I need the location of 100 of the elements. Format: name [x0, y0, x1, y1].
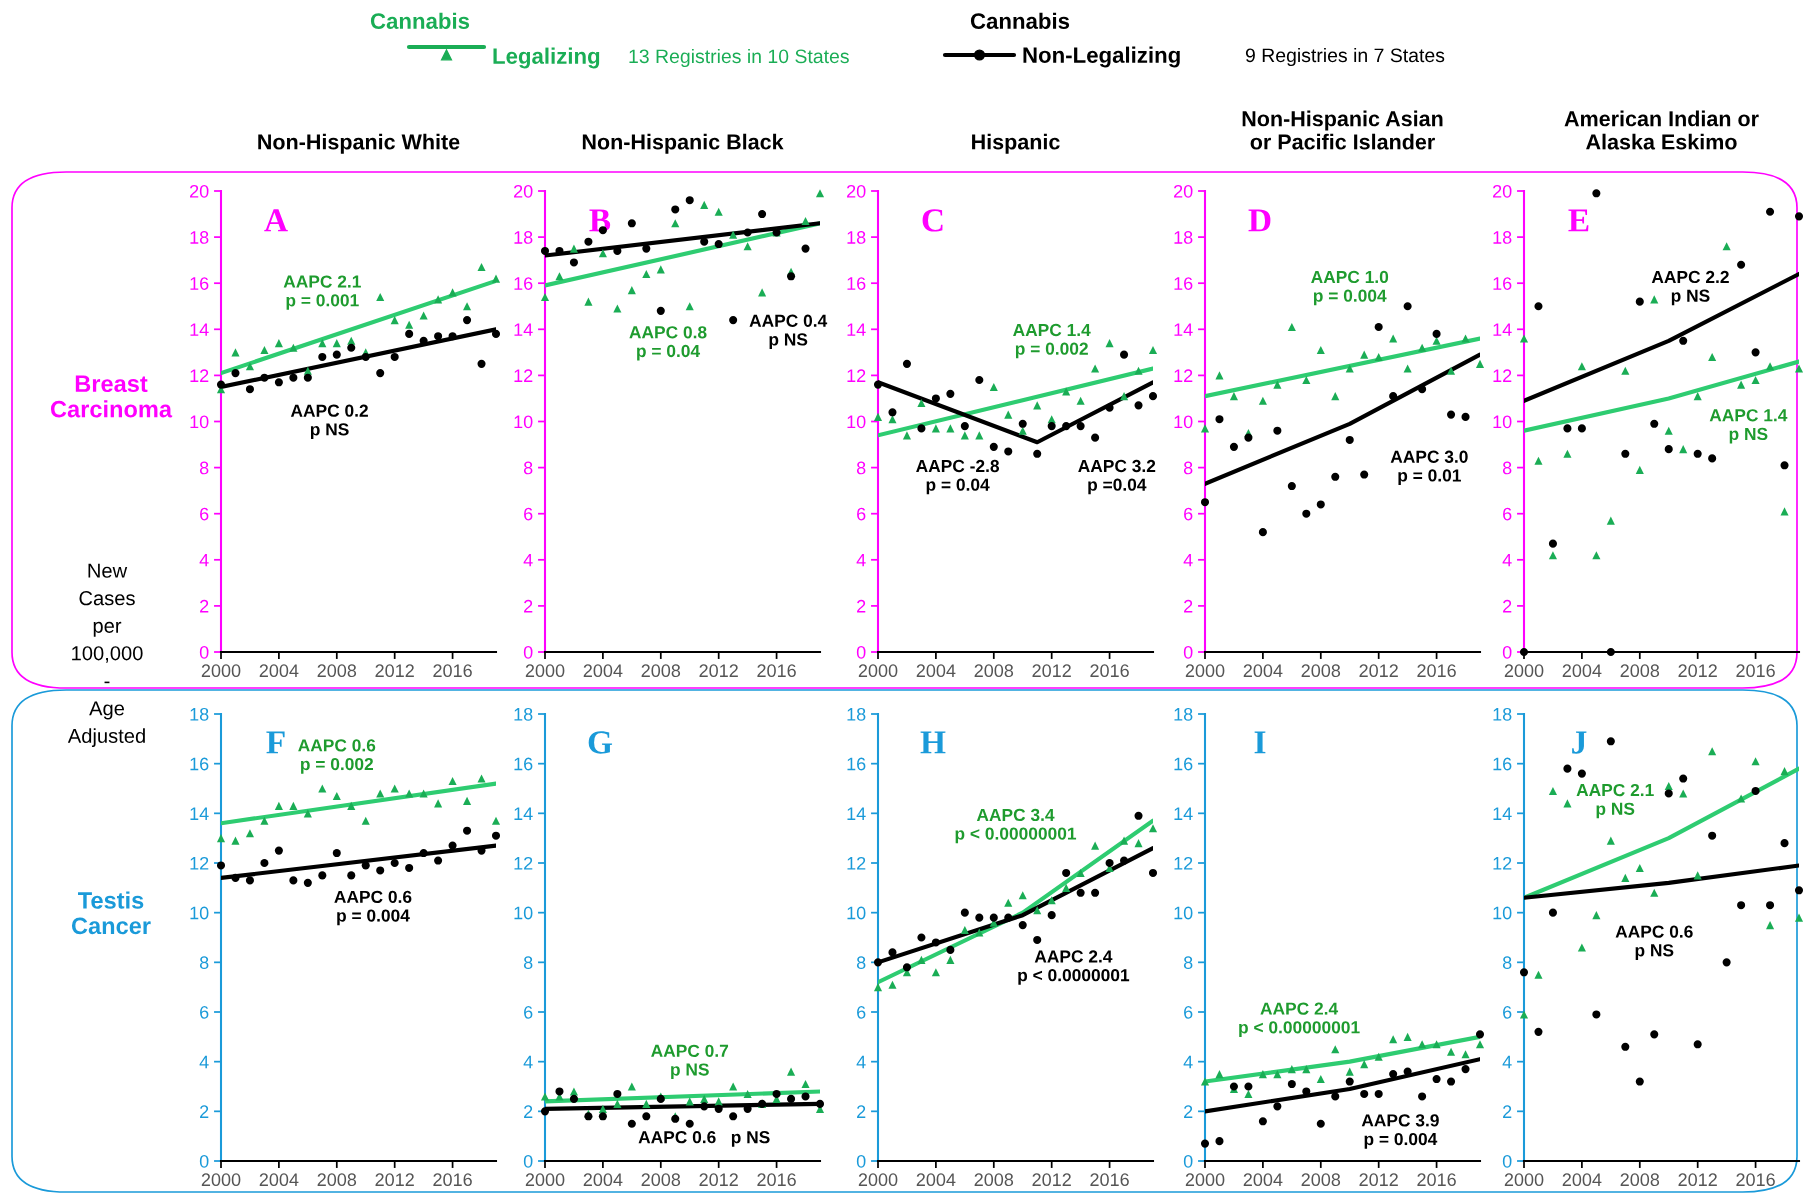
x-tick-label: 2000	[858, 1173, 898, 1187]
y-tick-label: 12	[514, 369, 533, 382]
x-tick-label: 2004	[1562, 1173, 1602, 1187]
y-tick-label: 14	[847, 807, 866, 820]
annotation: AAPC 2.1 p NS	[1576, 783, 1654, 819]
y-tick-label: 8	[1183, 461, 1193, 475]
y-tick-label: 16	[1493, 277, 1512, 290]
y-tick-label: 4	[856, 553, 866, 567]
x-tick-label: 2004	[916, 1173, 956, 1187]
y-tick-label: 0	[523, 645, 533, 659]
x-tick-label: 2004	[1562, 664, 1602, 678]
x-tick-label: 2012	[1359, 664, 1398, 678]
y-tick-label: 14	[190, 323, 209, 336]
chart-subtitle: H	[920, 731, 946, 754]
y-tick-label: 4	[1502, 553, 1512, 567]
x-tick-label: 2016	[433, 1173, 472, 1187]
annotation: AAPC 0.6 p = 0.002	[298, 739, 376, 774]
x-tick-label: 2016	[1417, 664, 1456, 678]
x-tick-label: 2008	[974, 1173, 1014, 1187]
y-tick-label: 16	[190, 757, 209, 771]
x-tick-label: 2008	[641, 664, 681, 678]
y-tick-label: 12	[1493, 369, 1512, 382]
annotation: AAPC 1.4 p = 0.002	[1013, 323, 1091, 359]
y-tick-label: 4	[1502, 1055, 1512, 1069]
annotation: AAPC 3.4 p < 0.00000001	[955, 808, 1077, 844]
x-tick-label: 2004	[583, 664, 623, 678]
x-tick-label: 2008	[317, 664, 357, 678]
x-tick-label: 2000	[1185, 1173, 1225, 1187]
chart-subtitle: D	[1248, 209, 1271, 232]
y-tick-label: 4	[523, 553, 533, 567]
x-tick-label: 2012	[1359, 1173, 1398, 1187]
y-tick-label: 0	[1183, 1154, 1193, 1168]
x-tick-label: 2012	[375, 1173, 414, 1187]
x-tick-label: 2000	[1504, 664, 1544, 678]
x-tick-label: 2012	[1032, 664, 1071, 678]
y-tick-label: 4	[1183, 553, 1193, 567]
y-tick-label: 14	[514, 323, 533, 336]
x-tick-label: 2016	[1736, 1173, 1775, 1187]
y-tick-label: 20	[1174, 184, 1193, 198]
y-tick-label: 14	[1174, 807, 1193, 820]
x-tick-label: 2008	[1620, 664, 1660, 678]
y-tick-label: 18	[190, 707, 209, 721]
y-tick-label: 14	[1174, 323, 1193, 336]
y-tick-label: 14	[514, 807, 533, 820]
y-tick-label: 16	[1174, 757, 1193, 771]
y-tick-label: 2	[524, 1105, 533, 1118]
y-tick-label: 12	[190, 856, 209, 870]
y-tick-label: 2	[200, 599, 209, 613]
y-tick-label: 4	[199, 1055, 209, 1069]
annotation: AAPC 1.4 p NS	[1709, 409, 1788, 444]
y-tick-label: 12	[847, 856, 866, 870]
y-tick-label: 8	[523, 956, 533, 970]
y-axis-title: Breast Carcinoma	[50, 375, 173, 418]
y-tick-label: 18	[1174, 707, 1193, 721]
y-tick-label: 6	[1184, 507, 1193, 521]
annotation: AAPC 1.0 p = 0.004	[1311, 270, 1389, 306]
y-tick-label: 6	[1184, 1005, 1193, 1019]
legend-label: Non-Legalizing	[1023, 46, 1180, 68]
y-tick-label: 2	[1503, 599, 1512, 613]
x-tick-label: 2004	[259, 1173, 299, 1187]
y-tick-label: 2	[1184, 1105, 1193, 1118]
y-tick-label: 10	[514, 415, 533, 429]
chart-subtitle: G	[588, 731, 613, 754]
y-tick-label: 18	[514, 707, 533, 721]
annotation: AAPC 0.6 p NS	[1615, 925, 1693, 960]
y-tick-label: 4	[199, 553, 209, 567]
y-tick-label: 14	[1493, 323, 1512, 336]
x-tick-label: 2016	[1736, 664, 1775, 678]
y-tick-label: 12	[1174, 856, 1193, 870]
y-tick-label: 20	[190, 184, 209, 198]
y-tick-label: 4	[1183, 1055, 1193, 1069]
y-tick-label: 10	[1493, 906, 1512, 920]
y-tick-label: 2	[524, 599, 533, 613]
y-tick-label: 0	[1502, 645, 1512, 659]
y-tick-label: 16	[514, 277, 533, 290]
y-tick-label: 10	[514, 906, 533, 920]
y-tick-label: 2	[200, 1105, 209, 1118]
y-tick-label: 12	[514, 856, 533, 870]
y-tick-label: 20	[847, 184, 866, 198]
y-tick-label: 18	[190, 231, 209, 244]
x-tick-label: 2016	[757, 664, 796, 678]
annotation: AAPC 3.2 p =0.04	[1078, 459, 1156, 495]
y-tick-label: 14	[190, 807, 209, 820]
x-tick-label: 2016	[1417, 1173, 1456, 1187]
x-tick-label: 2012	[699, 664, 738, 678]
y-tick-label: 12	[190, 369, 209, 382]
y-tick-label: 2	[857, 1105, 866, 1118]
y-tick-label: 10	[847, 906, 866, 920]
x-tick-label: 2004	[916, 664, 956, 678]
y-tick-label: 10	[190, 906, 209, 920]
y-tick-label: 8	[856, 461, 866, 475]
y-tick-label: 18	[847, 231, 866, 244]
chart-subtitle: E	[1568, 209, 1589, 232]
y-tick-label: 10	[847, 415, 866, 429]
chart-title: American Indian or Alaska Eskimo	[1564, 110, 1759, 150]
y-tick-label: 2	[1184, 599, 1193, 613]
chart-subtitle: C	[922, 209, 943, 232]
y-tick-label: 18	[1493, 231, 1512, 244]
x-tick-label: 2000	[201, 1173, 241, 1187]
x-tick-label: 2016	[433, 664, 472, 678]
